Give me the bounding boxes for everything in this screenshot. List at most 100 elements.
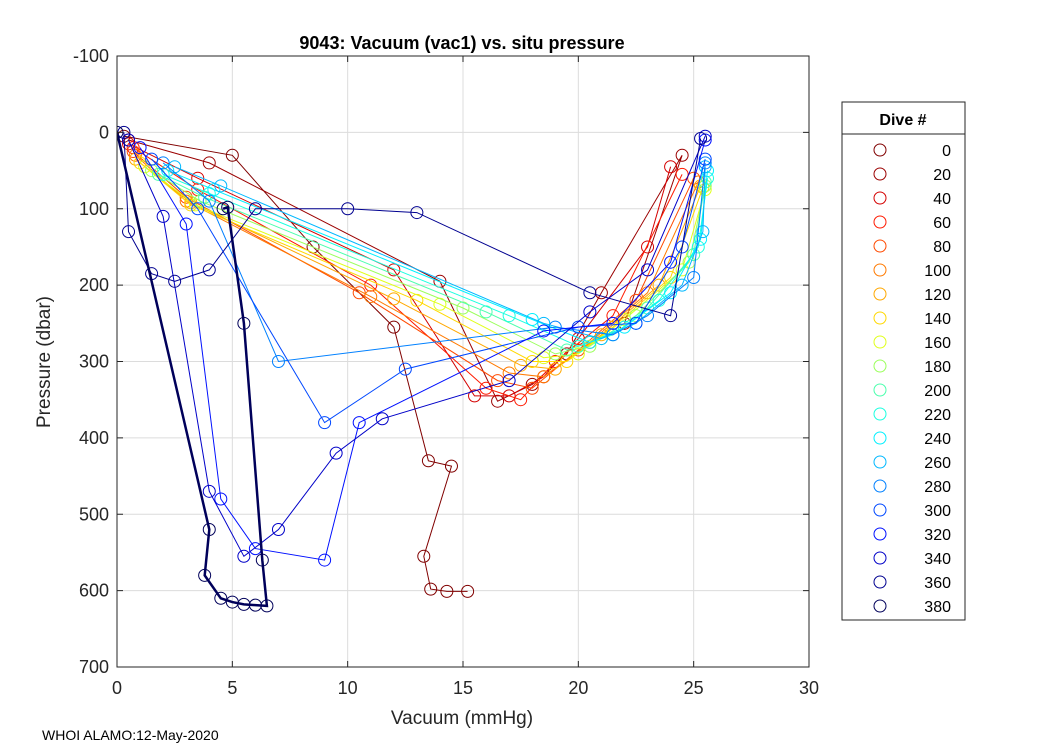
- series-line: [151, 158, 706, 424]
- data-point: [691, 240, 705, 254]
- legend-marker: [873, 407, 887, 421]
- legend-marker: [873, 335, 887, 349]
- legend-entry: 280: [873, 479, 951, 496]
- data-point: [479, 381, 493, 395]
- data-point: [271, 355, 285, 368]
- chart-title: 9043: Vacuum (vac1) vs. situ pressure: [299, 33, 624, 53]
- data-point: [145, 164, 159, 178]
- data-point: [675, 240, 689, 254]
- legend-marker: [873, 431, 887, 445]
- data-point: [202, 156, 216, 170]
- data-point: [502, 366, 516, 380]
- x-tick-label: 30: [799, 678, 819, 698]
- data-point: [694, 232, 708, 246]
- series-line: [128, 139, 683, 402]
- series-line: [135, 154, 699, 378]
- data-point: [318, 553, 332, 567]
- data-point: [387, 292, 401, 306]
- legend-label: 60: [933, 215, 951, 232]
- data-point: [237, 316, 251, 330]
- y-tick-label: 300: [79, 352, 109, 372]
- data-point: [214, 179, 228, 193]
- data-point: [156, 209, 170, 223]
- data-point: [548, 347, 562, 361]
- data-point: [214, 591, 228, 605]
- data-point: [329, 446, 343, 460]
- data-point: [133, 141, 147, 155]
- y-tick-label: 200: [79, 275, 109, 295]
- legend-label: 240: [924, 431, 951, 448]
- data-point: [583, 335, 597, 349]
- series-380: [117, 125, 274, 613]
- legend-entry: 120: [873, 287, 951, 304]
- legend-entry: 80: [873, 239, 951, 256]
- data-point: [468, 389, 482, 403]
- legend-marker: [873, 191, 887, 205]
- data-point: [502, 374, 516, 388]
- data-point: [571, 339, 585, 353]
- x-ticks: 0 5 10 15 20 25 30: [112, 56, 819, 698]
- data-point: [398, 362, 412, 376]
- legend-marker: [873, 263, 887, 277]
- data-point: [664, 309, 678, 323]
- legend-entry: 100: [873, 263, 951, 280]
- data-point: [184, 198, 198, 212]
- data-point: [560, 343, 574, 357]
- legend-marker: [873, 311, 887, 325]
- legend-marker: [873, 599, 887, 613]
- data-point: [122, 225, 136, 239]
- data-point: [687, 248, 701, 262]
- data-point: [255, 553, 269, 567]
- data-point: [421, 454, 435, 468]
- legend-entry: 240: [873, 431, 951, 448]
- legend-entry: 60: [873, 215, 951, 232]
- data-point: [675, 167, 689, 181]
- data-point: [525, 312, 539, 326]
- data-point: [606, 316, 620, 330]
- data-point: [694, 131, 708, 145]
- data-point: [352, 286, 366, 300]
- data-point: [424, 582, 438, 596]
- data-point: [444, 459, 458, 473]
- data-point: [188, 198, 202, 212]
- data-point: [617, 320, 631, 334]
- legend-marker: [873, 455, 887, 469]
- series-line: [162, 162, 706, 363]
- legend-label: 300: [924, 503, 951, 520]
- legend-entry: 180: [873, 359, 951, 376]
- legend-label: 180: [924, 359, 951, 376]
- legend-label: 260: [924, 455, 951, 472]
- legend-marker: [873, 215, 887, 229]
- data-point: [128, 148, 142, 162]
- data-point: [698, 152, 712, 166]
- data-point: [364, 290, 378, 304]
- data-point: [664, 160, 678, 174]
- data-point: [168, 274, 182, 288]
- data-point: [271, 523, 285, 537]
- legend-marker: [873, 359, 887, 373]
- data-point: [145, 152, 159, 166]
- legend-entry: 380: [873, 599, 951, 616]
- legend-label: 220: [924, 407, 951, 424]
- legend-marker: [873, 479, 887, 493]
- data-point: [583, 305, 597, 319]
- data-point: [128, 152, 142, 166]
- legend-entry: 300: [873, 503, 951, 520]
- legend-marker: [873, 167, 887, 181]
- legend-label: 40: [933, 191, 951, 208]
- data-point: [641, 309, 655, 323]
- legend-label: 360: [924, 575, 951, 592]
- data-point: [237, 549, 251, 563]
- series-line: [123, 132, 702, 317]
- data-point: [126, 144, 140, 158]
- x-tick-label: 0: [112, 678, 122, 698]
- data-point: [641, 240, 655, 254]
- legend-entry: 200: [873, 383, 951, 400]
- legend-marker: [873, 575, 887, 589]
- data-point: [191, 202, 205, 216]
- x-axis-label: Vacuum (mmHg): [391, 708, 533, 729]
- data-point: [138, 160, 152, 174]
- data-point: [133, 156, 147, 170]
- legend-entry: 0: [873, 143, 951, 160]
